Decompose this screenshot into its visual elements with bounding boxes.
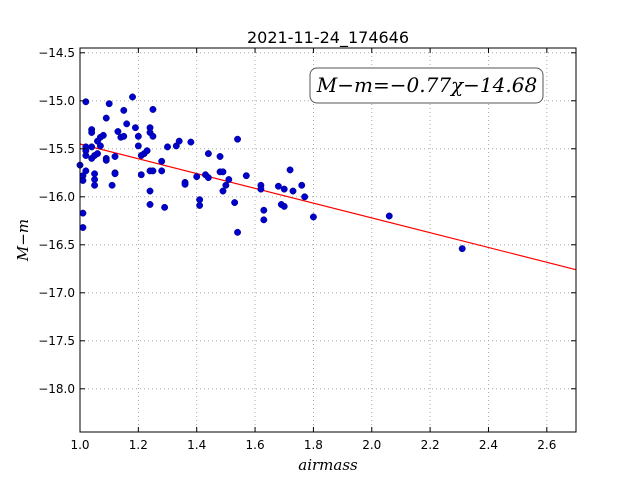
data-point <box>458 245 466 253</box>
y-tick-label: −17.0 <box>38 286 75 300</box>
y-tick-label: −17.5 <box>38 334 75 348</box>
x-tick-label: 1.0 <box>70 438 89 452</box>
fit-line-group <box>79 143 577 271</box>
data-point <box>99 131 107 139</box>
data-point <box>298 181 306 189</box>
data-point <box>94 150 101 158</box>
x-tick-labels: 1.0 1.2 1.4 1.6 1.8 2.0 2.2 2.4 2.6 <box>70 438 556 452</box>
data-point <box>274 182 282 190</box>
data-point <box>134 142 142 150</box>
data-point <box>158 157 166 165</box>
data-point <box>242 172 250 180</box>
data-point <box>82 152 90 159</box>
data-point <box>102 156 110 164</box>
data-point <box>309 213 317 221</box>
data-point <box>204 150 212 158</box>
data-point <box>105 100 113 108</box>
data-point <box>260 206 268 214</box>
data-point <box>146 201 154 208</box>
data-point <box>301 193 309 201</box>
data-point <box>149 105 157 113</box>
x-tick-label: 2.4 <box>479 438 498 452</box>
data-point <box>204 174 212 182</box>
data-point <box>257 185 265 193</box>
y-tick-label: −18.0 <box>38 382 75 396</box>
data-point <box>88 143 96 151</box>
x-tick-label: 2.2 <box>421 438 440 452</box>
data-point <box>129 93 136 101</box>
data-point <box>82 167 90 175</box>
data-point <box>216 153 224 160</box>
data-point <box>79 224 87 231</box>
x-tick-label: 1.2 <box>129 438 148 452</box>
y-tick-label: −14.5 <box>38 46 75 60</box>
chart-title: 2021-11-24_174646 <box>247 28 409 48</box>
data-point <box>234 228 242 236</box>
y-tick-label: −16.0 <box>38 190 75 204</box>
data-point <box>280 185 288 193</box>
data-point <box>96 142 104 150</box>
data-point <box>158 167 166 175</box>
data-point <box>79 209 87 217</box>
data-point <box>161 203 169 211</box>
x-tick-label: 2.6 <box>537 438 556 452</box>
data-point <box>222 181 230 189</box>
data-point <box>137 171 145 179</box>
data-point <box>280 202 288 210</box>
data-point <box>120 132 128 140</box>
data-point <box>114 128 122 135</box>
data-point <box>196 196 204 204</box>
data-point <box>260 216 268 224</box>
x-axis-label: airmass <box>298 456 358 474</box>
data-point <box>91 170 99 178</box>
data-point <box>234 135 242 143</box>
y-tick-label: −15.0 <box>38 94 75 108</box>
y-tick-label: −16.5 <box>38 238 75 252</box>
data-point <box>149 167 157 175</box>
fit-equation-box: M−m=−0.77χ−14.68 <box>309 67 544 104</box>
data-point <box>181 180 189 188</box>
data-point <box>111 153 119 160</box>
data-point <box>149 132 157 140</box>
data-point <box>385 212 393 220</box>
data-point <box>131 124 139 132</box>
data-point <box>102 114 110 122</box>
data-point <box>196 201 204 209</box>
data-point <box>187 138 195 146</box>
data-point <box>88 129 96 136</box>
data-point <box>289 187 297 195</box>
plot-frame <box>79 47 577 433</box>
fit-line <box>79 143 577 271</box>
data-point <box>82 98 90 106</box>
axis-ticks <box>79 48 576 432</box>
annotation-box <box>309 67 544 104</box>
data-point <box>231 199 239 207</box>
data-point <box>108 181 116 189</box>
y-tick-label: −15.5 <box>38 142 75 156</box>
data-point <box>219 187 227 195</box>
y-axis-label: M−m <box>14 219 32 262</box>
data-point <box>134 132 142 140</box>
y-tick-labels: −14.5 −15.0 −15.5 −16.0 −16.5 −17.0 −17.5 −18.0 <box>38 46 75 396</box>
data-point <box>193 173 201 181</box>
x-tick-label: 1.4 <box>187 438 206 452</box>
data-point <box>91 176 99 183</box>
data-point <box>91 181 99 189</box>
data-point <box>219 168 227 176</box>
data-point <box>175 137 183 145</box>
data-point <box>123 120 131 128</box>
fit-equation: M−m=−0.77χ−14.68 <box>316 73 537 97</box>
data-point <box>146 187 154 195</box>
data-point <box>143 147 151 155</box>
x-tick-label: 2.0 <box>362 438 381 452</box>
x-tick-label: 1.8 <box>304 438 323 452</box>
data-point <box>225 176 233 183</box>
data-point <box>164 143 171 151</box>
data-point <box>286 166 294 174</box>
data-points <box>76 93 466 253</box>
data-point <box>120 106 128 114</box>
data-point <box>111 170 119 178</box>
x-tick-label: 1.6 <box>246 438 265 452</box>
